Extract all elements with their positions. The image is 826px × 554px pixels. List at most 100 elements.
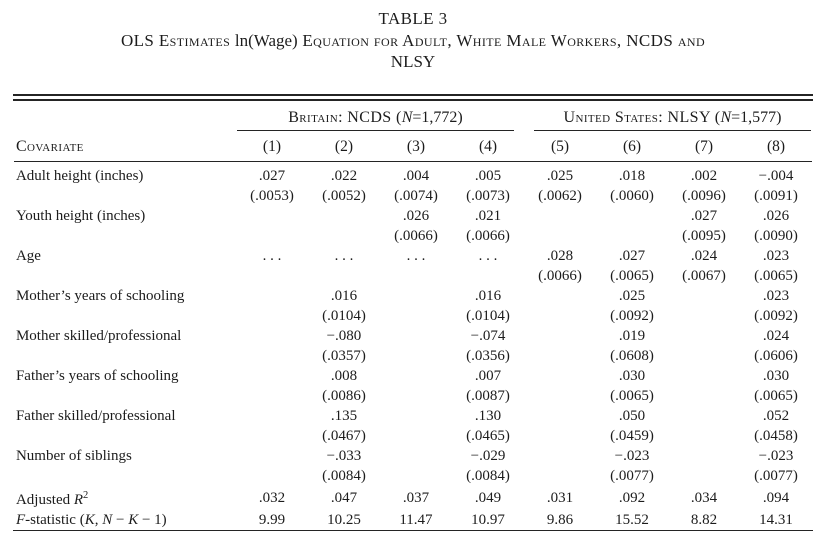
subtitle-part3: NLSY — [390, 52, 436, 71]
value-cell: 9.86 — [546, 512, 574, 528]
adjusted-r2-r-italic: R — [73, 492, 84, 508]
se-cell — [236, 266, 308, 286]
se-cell: (.0357) — [322, 348, 366, 364]
us-n-italic: N — [720, 109, 732, 126]
se-cell: (.0458) — [754, 428, 798, 444]
covariate-row-adult-height: Adult height (inches) .027 .022 .004 .00… — [14, 162, 812, 187]
se-cell: (.0092) — [610, 308, 654, 324]
se-cell: (.0065) — [610, 268, 654, 284]
row-label: Adjusted R2 — [14, 486, 236, 510]
row-label-blank — [14, 466, 236, 486]
estimate-cell: .008 — [330, 368, 358, 384]
se-cell: (.0090) — [754, 228, 798, 244]
estimate-cell: −.033 — [326, 448, 362, 464]
row-label: Mother skilled/professional — [15, 328, 182, 344]
footer-row-f-statistic: F-statistic (K, N − K − 1) 9.99 10.25 11… — [14, 510, 812, 530]
se-cell: (.0067) — [682, 268, 726, 284]
estimate-cell: .027 — [618, 248, 646, 264]
estimate-cell: .027 — [258, 168, 286, 184]
column-header-2: (2) — [307, 132, 380, 162]
se-cell — [308, 226, 380, 246]
britain-spanner-label: Britain: NCDS (N=1,772) — [236, 109, 514, 131]
estimate-cell: .024 — [690, 248, 718, 264]
row-label-blank — [14, 346, 236, 366]
se-cell: (.0104) — [466, 308, 510, 324]
covariate-row-father-skilled: Father skilled/professional .135 .130 .0… — [14, 406, 812, 426]
estimate-cell — [236, 326, 308, 346]
se-cell — [236, 306, 308, 326]
se-cell: (.0356) — [466, 348, 510, 364]
top-double-rule — [13, 94, 813, 101]
britain-n-italic: N — [401, 109, 413, 126]
value-cell: 14.31 — [759, 512, 793, 528]
row-label: Mother’s years of schooling — [15, 288, 185, 304]
estimate-cell — [668, 446, 740, 466]
se-cell: (.0092) — [754, 308, 798, 324]
column-header-7: (7) — [668, 132, 740, 162]
value-cell: .034 — [690, 490, 718, 506]
covariate-row-youth-height-se: (.0066) (.0066) (.0095) (.0090) — [14, 226, 812, 246]
table-subtitle: OLS Estimates ln(Wage) Equation for Adul… — [0, 30, 826, 72]
estimate-cell: −.080 — [326, 328, 362, 344]
estimate-cell — [524, 406, 596, 426]
value-cell: .049 — [474, 490, 502, 506]
estimate-cell — [524, 366, 596, 386]
se-cell: (.0459) — [610, 428, 654, 444]
row-label-blank — [14, 306, 236, 326]
se-cell: (.0084) — [322, 468, 366, 484]
se-cell: (.0065) — [754, 388, 798, 404]
column-header-8: (8) — [740, 132, 813, 162]
column-number-header-row: Covariate (1) (2) (3) (4) (5) (6) (7) (8… — [13, 132, 813, 162]
se-cell — [668, 466, 740, 486]
row-label: Father skilled/professional — [15, 408, 176, 424]
row-label: Adult height (inches) — [15, 168, 144, 184]
se-cell: (.0104) — [322, 308, 366, 324]
se-cell — [380, 386, 452, 406]
se-cell: (.0066) — [466, 228, 510, 244]
estimate-cell: .024 — [762, 328, 790, 344]
estimate-cell — [308, 206, 380, 226]
estimate-cell: .130 — [474, 408, 502, 424]
us-label-text: United States: NLSY ( — [563, 109, 721, 126]
covariate-row-age-se: (.0066) (.0065) (.0067) (.0065) — [14, 266, 812, 286]
estimate-cell: .023 — [762, 248, 790, 264]
column-header-6: (6) — [596, 132, 668, 162]
covariate-row-mothers-schooling: Mother’s years of schooling .016 .016 .0… — [14, 286, 812, 306]
covariate-row-adult-height-se: (.0053) (.0052) (.0074) (.0073) (.0062) … — [14, 186, 812, 206]
estimate-cell: −.023 — [614, 448, 650, 464]
estimate-cell: .030 — [762, 368, 790, 384]
column-group-header-britain: Britain: NCDS (N=1,772) — [236, 101, 524, 132]
f-stat-k2-italic: K — [128, 512, 139, 528]
estimate-cell: .019 — [618, 328, 646, 344]
se-cell: (.0073) — [466, 188, 510, 204]
se-cell — [308, 266, 380, 286]
se-cell: (.0074) — [394, 188, 438, 204]
estimate-cell: .025 — [546, 168, 574, 184]
adjusted-r2-text: Adjusted — [15, 492, 74, 508]
column-group-header-us: United States: NLSY (N=1,577) — [524, 101, 812, 132]
britain-label-text: Britain: NCDS ( — [288, 109, 402, 126]
estimate-cell: .004 — [402, 168, 430, 184]
se-cell: (.0086) — [322, 388, 366, 404]
value-cell: 11.47 — [399, 512, 433, 528]
adjusted-r2-superscript: 2 — [83, 490, 89, 501]
se-cell — [524, 306, 596, 326]
row-label-blank — [14, 426, 236, 446]
f-stat-f-italic: F — [15, 512, 26, 528]
se-cell: (.0465) — [466, 428, 510, 444]
se-cell: (.0066) — [538, 268, 582, 284]
row-label: Age — [15, 248, 41, 264]
se-cell: (.0096) — [682, 188, 726, 204]
covariate-row-fathers-schooling-se: (.0086) (.0087) (.0065) (.0065) — [14, 386, 812, 406]
f-stat-comma: , — [94, 512, 103, 528]
estimate-cell — [524, 206, 596, 226]
value-cell: .092 — [618, 490, 646, 506]
covariate-row-mothers-schooling-se: (.0104) (.0104) (.0092) (.0092) — [14, 306, 812, 326]
value-cell: .094 — [762, 490, 790, 506]
estimate-cell — [596, 206, 668, 226]
estimate-cell: . . . — [478, 248, 498, 264]
se-cell — [380, 426, 452, 446]
estimate-cell — [380, 446, 452, 466]
se-cell: (.0606) — [754, 348, 798, 364]
se-cell: (.0060) — [610, 188, 654, 204]
